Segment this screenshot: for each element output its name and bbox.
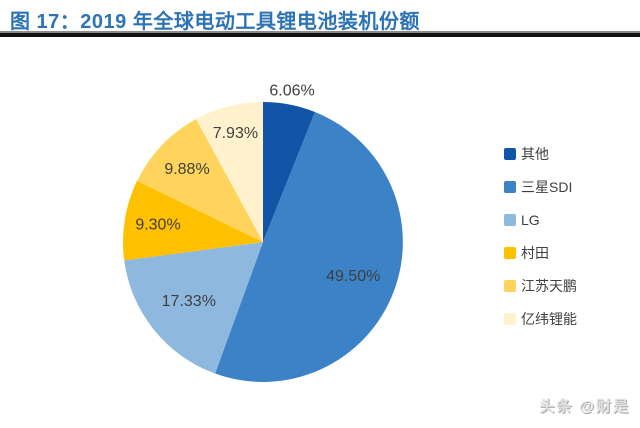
legend-item-2: LG xyxy=(504,210,577,230)
legend-item-3: 村田 xyxy=(504,243,577,263)
pie-slice-4 xyxy=(137,119,263,242)
legend-label: 其他 xyxy=(521,146,549,162)
pie-slice-0 xyxy=(263,102,316,242)
title-rule-thin xyxy=(0,31,640,33)
pie-data-label: 9.88% xyxy=(164,161,209,178)
chart-legend: 其他三星SDI LG 村田江苏天鹏亿纬锂能 xyxy=(504,144,577,329)
legend-label: 江苏天鹏 xyxy=(521,278,577,294)
legend-swatch xyxy=(504,280,516,292)
pie-data-label: 6.06% xyxy=(269,82,314,99)
legend-label: LG xyxy=(521,212,540,228)
pie-slice-5 xyxy=(196,102,263,242)
watermark: 头条 @财是 xyxy=(539,398,630,415)
pie-slice-2 xyxy=(124,242,263,374)
legend-label: 亿纬锂能 xyxy=(521,311,577,327)
pie-data-label: 9.30% xyxy=(135,217,180,234)
pie-slice-1 xyxy=(215,112,403,382)
legend-swatch xyxy=(504,214,516,226)
legend-swatch xyxy=(504,181,516,193)
pie-data-label: 17.33% xyxy=(162,293,216,310)
legend-item-4: 江苏天鹏 xyxy=(504,276,577,296)
legend-item-1: 三星SDI xyxy=(504,177,577,197)
title-rule-thick xyxy=(0,33,640,37)
legend-item-5: 亿纬锂能 xyxy=(504,309,577,329)
pie-slice-3 xyxy=(122,180,263,261)
legend-swatch xyxy=(504,247,516,259)
legend-label: 村田 xyxy=(521,245,549,261)
pie-data-label: 49.50% xyxy=(326,268,380,285)
legend-swatch xyxy=(504,313,516,325)
figure-title: 图 17：2019 年全球电动工具锂电池装机份额 xyxy=(10,11,420,33)
pie-data-label: 7.93% xyxy=(213,125,258,142)
legend-item-0: 其他 xyxy=(504,144,577,164)
legend-swatch xyxy=(504,148,516,160)
legend-label: 三星SDI xyxy=(521,179,573,195)
